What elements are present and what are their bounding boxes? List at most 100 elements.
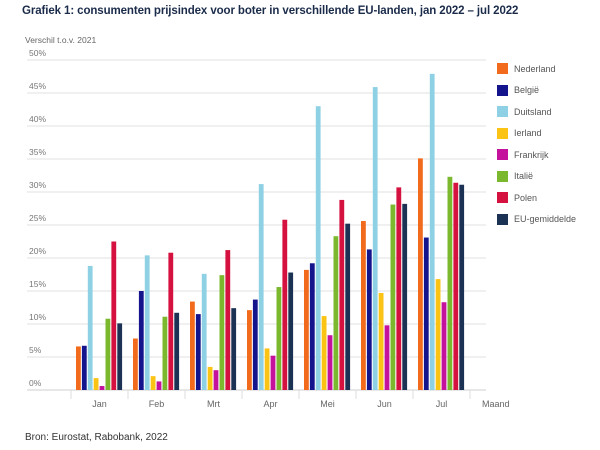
legend-item: Frankrijk [497,144,576,166]
bar-nederland-mrt [190,301,195,390]
y-tick-label: 0% [29,378,42,388]
bar-polen-mrt [225,250,231,390]
legend-label: EU-gemiddelde [514,214,577,225]
legend-label: België [514,85,540,96]
bar-polen-jul [453,182,459,390]
bar-ierland-jan [93,378,99,390]
y-tick-label: 15% [29,279,46,289]
bar-belgi--jun [366,249,372,390]
legend-item: Polen [497,187,576,209]
legend-item: Ierland [497,123,576,145]
bar-nederland-apr [247,310,252,390]
bar-nederland-jul [418,158,423,390]
bar-frankrijk-apr [270,355,276,390]
bar-duitsland-mei [315,106,321,390]
bar-itali--feb [162,316,168,390]
bar-nederland-feb [133,338,138,390]
bar-belgi--mei [309,263,315,390]
bar-ierland-apr [264,348,270,390]
y-axis-label: Verschil t.o.v. 2021 [25,35,97,45]
bar-frankrijk-mei [327,335,333,390]
legend-swatch [497,170,508,182]
legend-label: Duitsland [514,106,552,117]
y-tick-label: 10% [29,312,46,322]
bar-itali--mei [333,236,339,390]
legend-label: Polen [514,192,538,203]
bar-frankrijk-jan [99,386,105,390]
bar-polen-apr [282,219,288,390]
bar-frankrijk-jun [384,325,390,390]
chart-title: Grafiek 1: consumenten prijsindex voor b… [22,5,519,17]
x-tick-label: Mrt [207,399,220,409]
legend-label: Italië [514,171,534,182]
bar-nederland-mei [304,269,309,390]
x-tick-label: Jan [92,399,107,409]
bar-itali--apr [276,287,282,390]
y-tick-label: 20% [29,246,46,256]
bar-polen-jan [111,241,117,390]
bar-duitsland-jun [372,87,378,390]
x-axis: Jan Feb Mrt Apr Mei Jun Jul [70,390,471,409]
bar-belgi--feb [138,291,144,390]
bar-duitsland-feb [144,255,150,390]
bar-itali--jan [105,318,111,390]
x-tick-label: Feb [149,399,165,409]
bar-belgi--jul [423,237,429,390]
x-tick-label: Jul [436,399,448,409]
bar-polen-mei [339,199,345,390]
legend-swatch [497,127,508,139]
bar-ierland-mrt [207,366,213,390]
bar-duitsland-jan [87,265,93,390]
legend-item: België [497,80,576,102]
x-tick-label: Jun [377,399,392,409]
bar-duitsland-mrt [201,273,207,390]
y-tick-label: 50% [29,48,46,58]
bar-ierland-feb [150,376,156,390]
x-tick-label: Mei [320,399,335,409]
y-tick-label: 25% [29,213,46,223]
bar-itali--mrt [219,275,225,390]
bar-eu-gemiddelde-mrt [231,308,237,390]
y-tick-label: 40% [29,114,46,124]
bar-eu-gemiddelde-jun [402,203,408,390]
bars [76,73,465,391]
y-tick-label: 45% [29,81,46,91]
legend-swatch [497,84,508,96]
bar-nederland-jun [361,221,366,390]
bar-eu-gemiddelde-mei [345,223,351,390]
legend-swatch [497,192,508,204]
bar-belgi--jan [81,345,87,390]
bar-duitsland-jul [429,73,435,391]
legend-swatch [497,106,508,118]
bar-eu-gemiddelde-feb [174,312,180,390]
bar-frankrijk-feb [156,381,162,390]
legend-label: Frankrijk [514,149,549,160]
bar-frankrijk-jul [441,302,447,390]
y-tick-label: 30% [29,180,46,190]
legend-item: EU-gemiddelde [497,209,576,231]
bar-duitsland-apr [258,184,264,390]
bar-nederland-jan [76,346,81,390]
legend-item: Italië [497,166,576,188]
y-tick-label: 5% [29,345,42,355]
legend-item: Nederland [497,58,576,80]
source-note: Bron: Eurostat, Rabobank, 2022 [25,432,168,443]
bar-frankrijk-mrt [213,370,219,390]
bar-eu-gemiddelde-apr [288,272,294,390]
bar-ierland-jun [378,292,384,390]
bar-polen-jun [396,187,402,390]
legend-swatch [497,63,508,75]
legend-label: Ierland [514,128,542,139]
bar-itali--jun [390,204,396,390]
bar-polen-feb [168,252,174,390]
legend: Nederland België Duitsland Ierland Frankrijk… [497,58,576,230]
x-tick-label: Apr [263,399,277,409]
bar-eu-gemiddelde-jul [459,184,465,390]
bar-belgi--apr [252,299,258,390]
bar-itali--jul [447,176,453,390]
legend-swatch [497,213,508,225]
legend-swatch [497,149,508,161]
x-axis-label: Maand [482,399,510,409]
bar-belgi--mrt [195,314,201,390]
